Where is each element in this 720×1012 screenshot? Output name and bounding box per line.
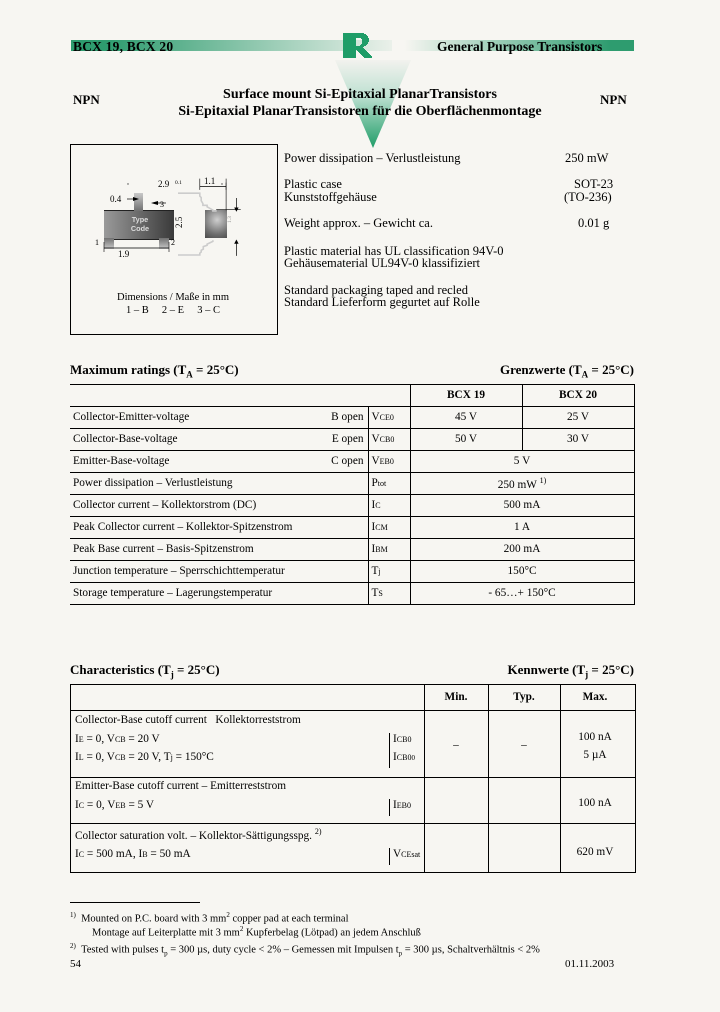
svg-text:2.5: 2.5 [174, 216, 184, 228]
svg-text:1.1: 1.1 [204, 176, 215, 186]
svg-text:1.3: 1.3 [227, 216, 233, 223]
